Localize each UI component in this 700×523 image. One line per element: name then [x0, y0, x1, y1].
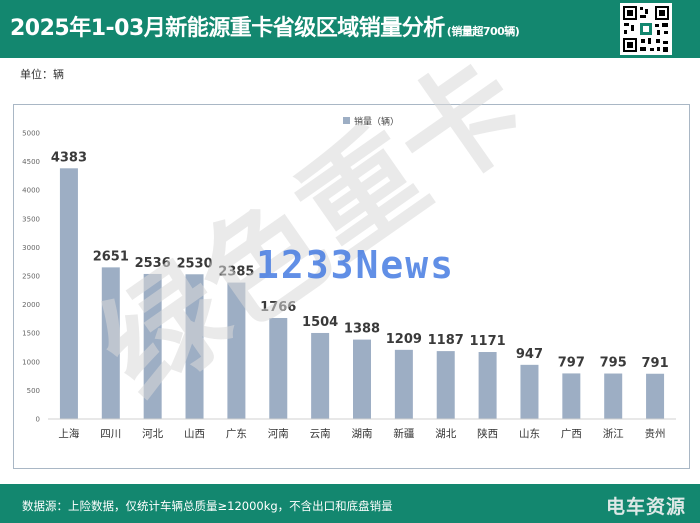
x-tick-label: 山东 [519, 427, 540, 440]
bar [436, 351, 455, 419]
data-label: 2536 [135, 256, 171, 271]
watermark-news: 1233News [256, 243, 455, 287]
bar [352, 339, 372, 419]
bar [59, 168, 78, 419]
y-tick-label: 1000 [22, 358, 40, 366]
data-label: 1171 [470, 334, 506, 349]
y-tick-label: 5000 [22, 130, 40, 138]
brand-logo: 电车资源 [605, 496, 686, 518]
bar [227, 282, 246, 419]
data-label: 947 [516, 347, 543, 362]
x-tick-label: 湖北 [435, 428, 456, 440]
x-tick-label: 湖南 [352, 427, 373, 440]
x-tick-label: 新疆 [393, 427, 414, 440]
footer-banner: 数据源：上险数据，仅统计车辆总质量≥12000kg，不含出口和底盘销量 电车资源 [0, 484, 700, 523]
data-label: 2385 [218, 265, 254, 280]
bar [101, 267, 120, 419]
y-tick-label: 3000 [22, 244, 40, 252]
y-tick-label: 500 [27, 387, 40, 395]
bar [520, 364, 539, 419]
x-tick-label: 上海 [58, 427, 79, 440]
page-title: 2025年1-03月新能源重卡省级区域销量分析 (销量超700辆) [10, 10, 520, 42]
data-label: 1766 [260, 300, 296, 315]
data-label: 1187 [428, 333, 464, 348]
bar [394, 349, 413, 419]
title-subtitle: (销量超700辆) [446, 25, 520, 38]
data-labels: 4383 2651 2536 2530 2385 1766 1504 1388 1209 1187… [51, 150, 669, 370]
data-label: 2651 [93, 249, 129, 264]
bar [562, 373, 581, 419]
data-label: 4383 [51, 150, 87, 165]
data-label: 797 [558, 355, 585, 370]
bar [646, 373, 665, 419]
unit-label: 单位：辆 [20, 68, 64, 81]
data-label: 1209 [386, 332, 422, 347]
x-tick-label: 陕西 [477, 427, 498, 440]
bar [185, 274, 204, 419]
x-tick-label: 广西 [561, 428, 582, 440]
y-axis: 0 500 1000 1500 2000 2500 3000 3500 4000 4500 5000 [22, 130, 40, 424]
x-tick-label: 云南 [310, 427, 331, 440]
bar [478, 352, 497, 419]
x-tick-label: 河南 [268, 427, 289, 440]
data-label: 791 [641, 356, 668, 371]
qr-code-icon [620, 3, 672, 55]
data-label: 1388 [344, 322, 380, 337]
x-tick-label: 广东 [226, 427, 247, 440]
legend-label: 销量（辆） [354, 116, 399, 128]
data-label: 795 [600, 356, 627, 371]
x-tick-label: 河北 [142, 428, 163, 440]
y-tick-label: 1500 [22, 330, 40, 338]
bar [269, 317, 288, 419]
data-label: 2530 [176, 256, 212, 271]
y-tick-label: 3500 [22, 215, 40, 223]
data-source-note: 数据源：上险数据，仅统计车辆总质量≥12000kg，不含出口和底盘销量 [22, 499, 393, 513]
bars [59, 168, 665, 419]
bar [143, 273, 162, 419]
x-axis: 上海 四川 河北 山西 广东 河南 云南 湖南 新疆 湖北 陕西 山东 广西 浙江 贵州 [58, 427, 665, 440]
y-tick-label: 0 [36, 416, 40, 424]
y-tick-label: 4500 [22, 158, 40, 166]
header-banner: 2025年1-03月新能源重卡省级区域销量分析 (销量超700辆) [0, 0, 700, 58]
title-text: 2025年1-03月新能源重卡省级区域销量分析 [10, 16, 445, 41]
y-tick-label: 2500 [22, 273, 40, 281]
x-tick-label: 山西 [184, 428, 205, 440]
x-tick-label: 四川 [100, 428, 121, 440]
bar-chart: 0 500 1000 1500 2000 2500 3000 3500 4000 4500 5000… [22, 35, 676, 440]
bar [311, 332, 330, 419]
legend-swatch [343, 117, 350, 124]
legend: 销量（辆） [343, 116, 399, 128]
x-tick-label: 贵州 [645, 427, 666, 440]
data-label: 1504 [302, 315, 338, 330]
y-tick-label: 2000 [22, 301, 40, 309]
x-tick-label: 浙江 [603, 428, 624, 440]
y-tick-label: 4000 [22, 187, 40, 195]
bar [604, 373, 623, 419]
